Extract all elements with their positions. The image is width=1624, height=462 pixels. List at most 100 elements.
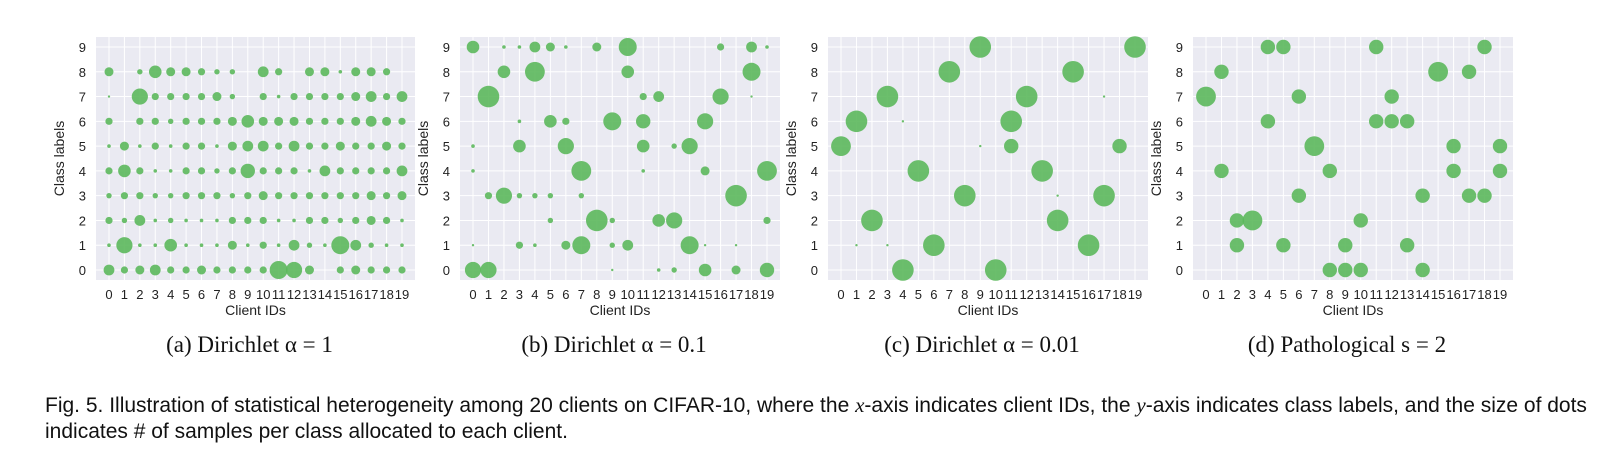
y-axis-label: Class labels [1148,121,1164,196]
x-tick-label: 13 [1400,287,1414,302]
caption-suffix: -axis indicates class labels, and the si… [45,394,1587,443]
x-tick-label: 3 [1249,287,1256,302]
data-point [1338,238,1353,253]
data-point [351,265,361,275]
data-point [557,138,574,155]
y-tick-label: 2 [811,213,818,228]
data-point [703,244,707,247]
data-point [153,218,158,223]
data-point [382,167,391,175]
caption-middle: -axis indicates client IDs, the [864,394,1137,417]
data-point [213,266,221,274]
data-point [197,117,206,125]
chart-panel-0: 0 1 2 3 4 5 6 7 8 9 10 11 12 13 14 15 16 17 18 190123456789… [51,37,415,357]
data-point [1477,188,1492,203]
data-point [1369,114,1384,129]
data-point [289,116,299,126]
data-point [1031,160,1053,182]
data-point [275,192,283,200]
data-point [215,218,219,223]
data-point [229,93,236,100]
data-point [136,117,144,125]
y-tick-label: 5 [811,139,818,154]
data-point [495,187,513,204]
data-point [1399,238,1415,253]
data-point [288,239,300,251]
x-tick-label: 10 [256,287,270,302]
data-point [1229,213,1245,228]
x-tick-label: 1 [121,287,128,302]
data-point [400,243,404,248]
data-point [103,264,115,276]
data-point [757,160,777,181]
data-point [636,114,651,129]
data-point [259,216,267,225]
data-point [368,242,374,248]
data-point [244,266,252,274]
data-point [276,218,281,223]
x-tick-label: 16 [713,287,727,302]
y-tick-label: 8 [443,65,450,80]
data-point [215,243,219,248]
data-point [305,92,314,101]
data-point [1415,262,1430,278]
data-point [305,142,314,150]
data-point [106,192,112,199]
x-tick-label: 7 [213,287,220,302]
data-point [1446,138,1461,154]
x-tick-label: 19 [760,287,774,302]
data-point [167,118,174,125]
x-tick-label: 1 [485,287,492,302]
data-point [533,243,537,248]
data-point [199,243,204,248]
data-point [229,192,236,199]
data-point [149,264,161,276]
data-point [953,184,976,207]
data-point [1291,188,1307,203]
data-point [1415,188,1430,203]
data-point [148,65,162,79]
data-point [1015,85,1038,108]
x-tick-label: 7 [946,287,953,302]
x-tick-label: 8 [229,287,236,302]
x-tick-label: 6 [562,287,569,302]
x-axis-label: Client IDs [1323,302,1384,318]
data-point [544,115,557,128]
data-point [621,65,635,79]
x-tick-label: 2 [868,287,875,302]
data-point [107,243,111,248]
data-point [305,216,314,225]
y-tick-label: 0 [443,263,450,278]
data-point [516,192,523,199]
data-point [562,117,570,125]
data-point [352,216,360,225]
data-point [1304,136,1325,157]
data-point [131,88,148,105]
data-point [712,88,729,105]
data-point [276,243,281,248]
x-tick-label: 9 [609,287,616,302]
x-tick-label: 2 [136,287,143,302]
data-point [136,167,144,175]
data-point [382,141,392,151]
data-point [304,67,314,77]
x-tick-label: 11 [272,287,286,302]
x-tick-label: 11 [1004,287,1018,302]
data-point [164,238,177,252]
x-tick-label: 13 [1035,287,1049,302]
y-tick-label: 8 [1176,65,1183,80]
x-tick-label: 14 [318,287,332,302]
x-axis-label: Client IDs [958,302,1019,318]
y-tick-label: 8 [79,65,86,80]
x-tick-label: 14 [1415,287,1429,302]
data-point [227,240,237,250]
data-point [184,218,188,223]
x-tick-label: 18 [1112,287,1126,302]
data-point [513,139,526,153]
data-point [742,62,761,81]
data-point [151,117,159,125]
data-point [119,141,129,151]
data-point [585,209,608,232]
x-tick-label: 2 [1233,287,1240,302]
